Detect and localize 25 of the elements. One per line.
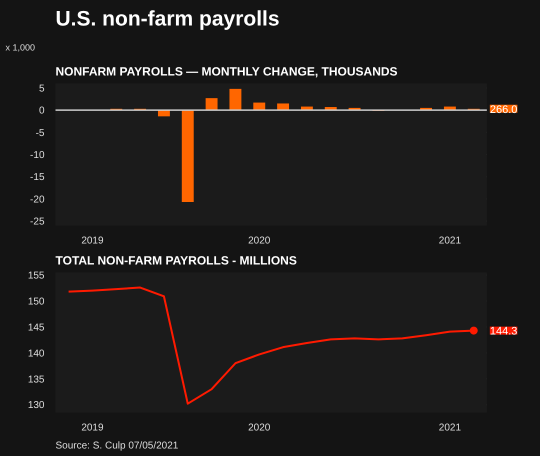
y-tick-label: 0 bbox=[38, 106, 45, 117]
y-tick-label: -25 bbox=[30, 216, 45, 228]
x-tick-label: 2020 bbox=[248, 236, 271, 246]
y-tick-label: 150 bbox=[28, 296, 45, 308]
chart-subtitle: NONFARM PAYROLLS — MONTHLY CHANGE, THOUSANDS bbox=[56, 64, 398, 78]
x-tick-label: 2021 bbox=[438, 236, 462, 246]
y-tick-label: 155 bbox=[28, 270, 45, 282]
x-tick-label: 2019 bbox=[81, 236, 104, 246]
y-tick-label: -20 bbox=[30, 194, 45, 206]
chart-title: TOTAL NON-FARM PAYROLLS - MILLIONS bbox=[56, 254, 297, 268]
y-tick-label: 140 bbox=[28, 348, 45, 360]
y-tick-label: -10 bbox=[30, 150, 45, 161]
y-tick-label: 130 bbox=[28, 400, 45, 412]
x-tick-label: 2021 bbox=[438, 422, 462, 434]
y-tick-label: 135 bbox=[28, 374, 45, 386]
y-tick-label: -5 bbox=[36, 128, 45, 139]
text: 266.0 bbox=[490, 104, 518, 116]
chart-title: U.S. non-farm payrolls bbox=[56, 8, 280, 30]
y-tick-label: 145 bbox=[28, 322, 45, 334]
source-note: Source: S. Culp 07/05/2021 bbox=[56, 440, 179, 452]
y-tick-label: -15 bbox=[30, 172, 45, 184]
y-tick-label: 5 bbox=[38, 83, 45, 94]
x-tick-label: 2019 bbox=[81, 422, 104, 434]
x-tick-label: 2020 bbox=[248, 422, 271, 434]
y-axis-title: x 1,000 bbox=[6, 42, 36, 52]
